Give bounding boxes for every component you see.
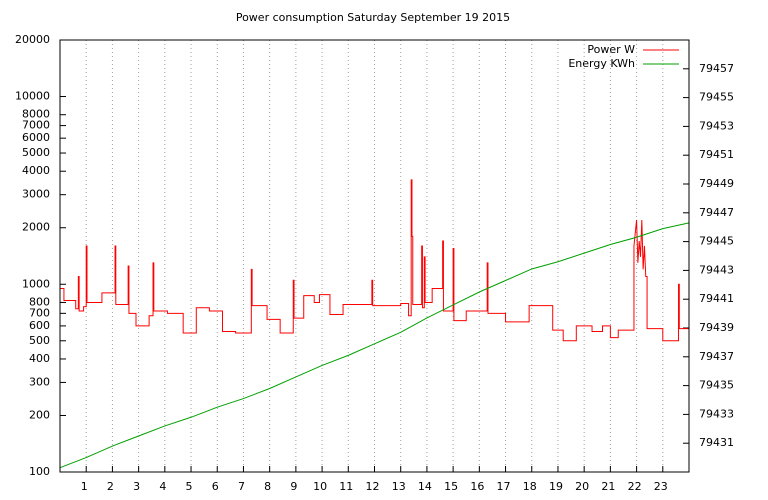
x-tick-label: 4: [159, 480, 166, 493]
x-tick-label: 16: [470, 480, 484, 493]
y2-tick-label: 79451: [699, 148, 734, 161]
y2-tick-label: 79445: [699, 235, 734, 248]
y2-tick-label: 79441: [699, 292, 734, 305]
y-tick-label: 3000: [22, 188, 50, 201]
x-tick-label: 22: [628, 480, 642, 493]
y2-tick-label: 79447: [699, 206, 734, 219]
x-tick-label: 19: [549, 480, 563, 493]
y2-tick-label: 79433: [699, 407, 734, 420]
y-tick-label: 6000: [22, 131, 50, 144]
x-tick-label: 18: [523, 480, 537, 493]
y-tick-label: 400: [29, 352, 50, 365]
x-tick-label: 21: [601, 480, 615, 493]
y-tick-label: 4000: [22, 164, 50, 177]
x-tick-label: 9: [290, 480, 297, 493]
y2-tick-label: 79431: [699, 436, 734, 449]
series-line: [60, 179, 689, 342]
x-tick-label: 12: [366, 480, 380, 493]
y2-tick-label: 79437: [699, 350, 734, 363]
x-tick-label: 10: [313, 480, 327, 493]
y2-tick-label: 79449: [699, 177, 734, 190]
y2-tick-label: 79453: [699, 119, 734, 132]
x-tick-label: 5: [186, 480, 193, 493]
legend-label: Energy KWh: [568, 57, 635, 70]
y-tick-label: 300: [29, 375, 50, 388]
y-tick-label: 1000: [22, 277, 50, 290]
y-tick-label: 5000: [22, 146, 50, 159]
y2-tick-label: 79435: [699, 379, 734, 392]
x-tick-label: 3: [133, 480, 140, 493]
y-tick-label: 200: [29, 408, 50, 421]
y-tick-label: 2000: [22, 221, 50, 234]
x-tick-label: 7: [238, 480, 245, 493]
legend-label: Power W: [587, 43, 635, 56]
y2-tick-label: 79443: [699, 263, 734, 276]
y-tick-label: 10000: [15, 90, 50, 103]
x-tick-label: 17: [497, 480, 511, 493]
series-line: [59, 222, 690, 469]
x-tick-label: 23: [654, 480, 668, 493]
chart-title: Power consumption Saturday September 19 …: [236, 11, 510, 24]
y2-tick-label: 79457: [699, 62, 734, 75]
x-tick-label: 8: [264, 480, 271, 493]
x-tick-label: 20: [575, 480, 589, 493]
x-tick-label: 6: [212, 480, 219, 493]
y2-tick-label: 79439: [699, 321, 734, 334]
y-tick-label: 500: [29, 334, 50, 347]
x-tick-label: 2: [107, 480, 114, 493]
y-tick-label: 600: [29, 319, 50, 332]
x-tick-label: 13: [392, 480, 406, 493]
x-tick-label: 15: [444, 480, 458, 493]
x-tick-label: 1: [81, 480, 88, 493]
x-tick-label: 11: [339, 480, 353, 493]
y-tick-label: 8000: [22, 108, 50, 121]
plot-frame: [59, 39, 690, 473]
x-tick-label: 14: [418, 480, 432, 493]
y2-tick-label: 79455: [699, 91, 734, 104]
y-tick-label: 100: [29, 465, 50, 478]
y-tick-label: 700: [29, 306, 50, 319]
y-tick-label: 20000: [15, 33, 50, 46]
y-tick-label: 800: [29, 295, 50, 308]
y-tick-label: 7000: [22, 119, 50, 132]
